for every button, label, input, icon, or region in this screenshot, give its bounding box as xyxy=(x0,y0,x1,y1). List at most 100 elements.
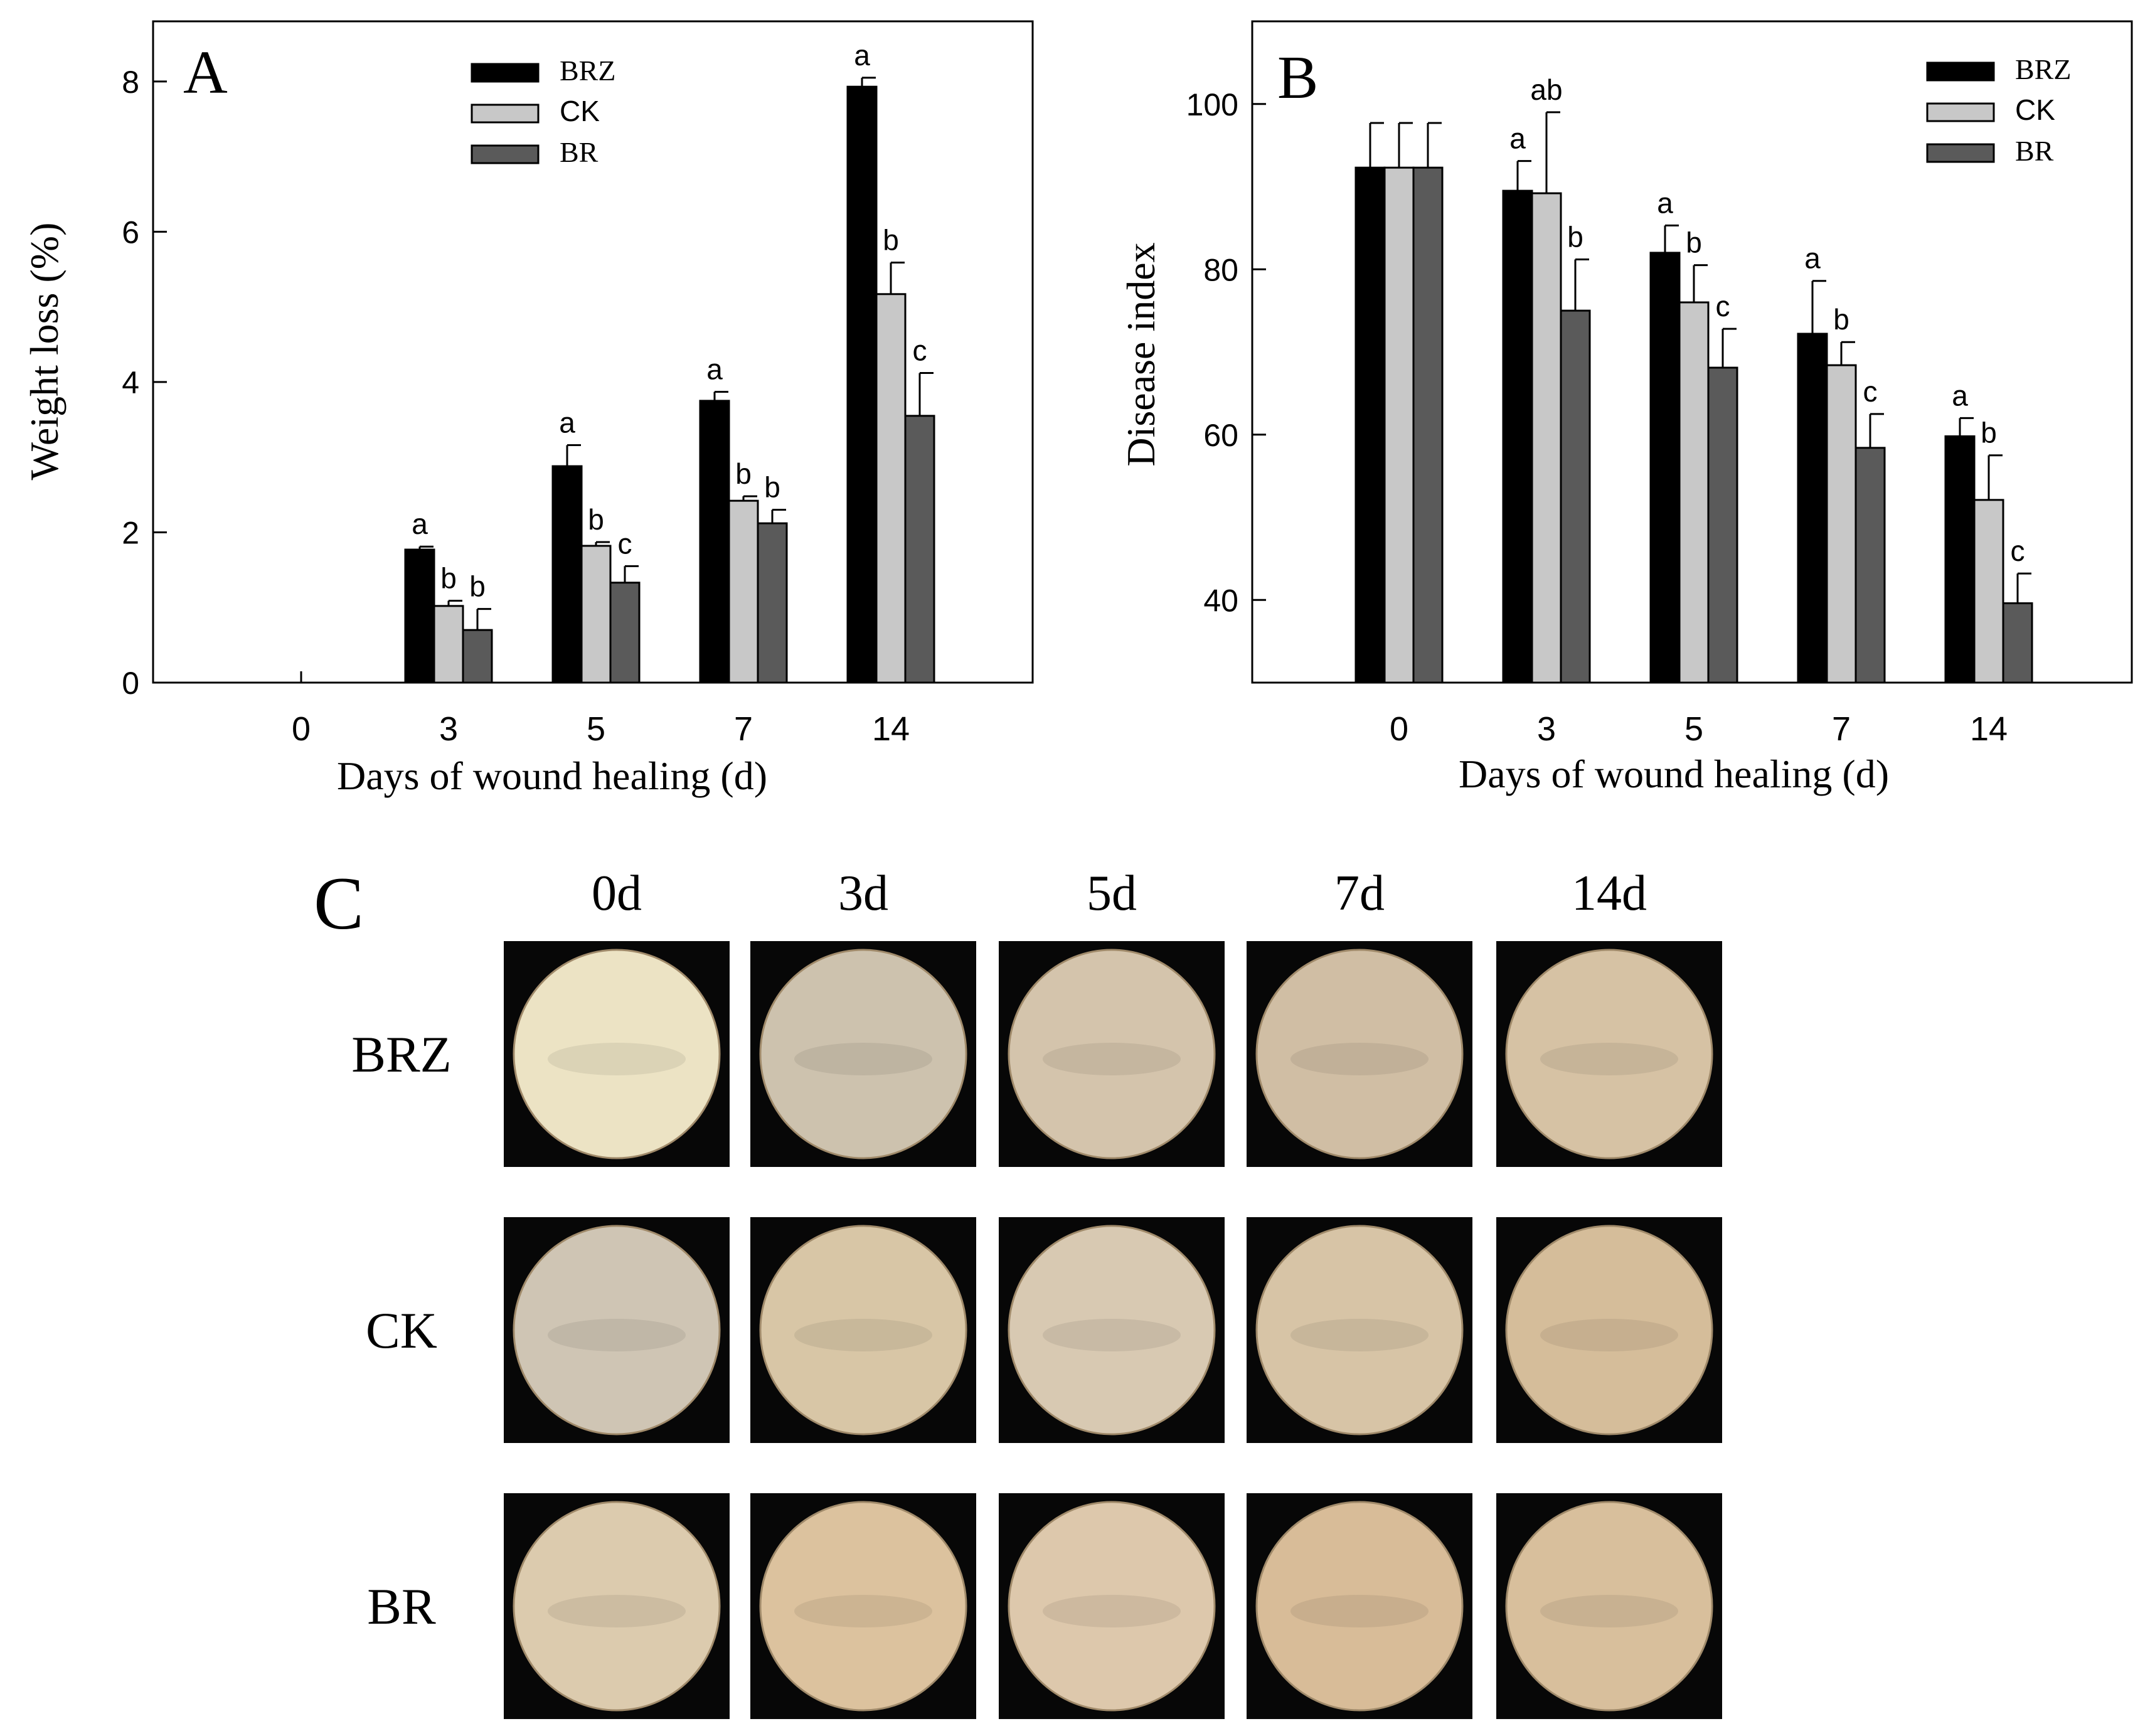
panel-label-a: A xyxy=(183,39,228,107)
slice-vascular-ring xyxy=(794,1043,932,1075)
potato-slice xyxy=(759,1225,967,1435)
x-axis-label: Days of wound healing (d) xyxy=(337,754,767,798)
significance-letter: c xyxy=(1716,290,1730,322)
legend-swatch xyxy=(1926,102,1995,122)
legend-swatch xyxy=(1926,143,1995,163)
x-tick-label: 0 xyxy=(292,710,311,748)
potato-photo xyxy=(750,1217,976,1443)
x-tick-label: 7 xyxy=(734,710,753,748)
significance-letter: a xyxy=(412,508,428,540)
significance-letter: ab xyxy=(1530,73,1562,106)
legend-label: BR xyxy=(560,136,599,168)
bar xyxy=(462,629,493,684)
x-tick-label: 0 xyxy=(1390,710,1408,748)
potato-slice xyxy=(1008,1501,1216,1712)
bar xyxy=(1678,301,1710,684)
y-tick-label: 100 xyxy=(1186,87,1238,122)
legend-label: BRZ xyxy=(2015,53,2071,85)
slice-vascular-ring xyxy=(794,1595,932,1627)
slice-vascular-ring xyxy=(794,1319,932,1351)
potato-photo xyxy=(504,1493,730,1719)
legend-swatch xyxy=(471,63,540,83)
slice-vascular-ring xyxy=(1290,1043,1429,1075)
bar xyxy=(904,415,935,684)
y-tick-label: 6 xyxy=(122,215,139,250)
potato-slice xyxy=(1008,1225,1216,1435)
x-tick-label: 7 xyxy=(1832,710,1851,748)
potato-slice xyxy=(513,949,721,1159)
potato-photo xyxy=(750,941,976,1167)
legend-label: BRZ xyxy=(560,55,615,87)
bar xyxy=(1973,499,2004,684)
legend-label: CK xyxy=(2015,93,2055,126)
potato-photo-grid: C 0d 3d 5d 7d 14d BRZ CK BR xyxy=(314,861,1722,1719)
significance-letter: b xyxy=(440,562,457,594)
significance-letter: a xyxy=(854,39,870,72)
significance-letter: a xyxy=(1509,122,1526,155)
slice-vascular-ring xyxy=(1540,1595,1678,1627)
significance-letter: b xyxy=(1686,226,1702,259)
y-tick-label: 4 xyxy=(122,365,139,400)
significance-letter: c xyxy=(1863,375,1878,408)
legend-label: CK xyxy=(560,95,600,127)
bar xyxy=(609,582,641,684)
bar xyxy=(1560,309,1591,684)
bar xyxy=(1797,333,1828,684)
potato-slice xyxy=(1505,949,1713,1159)
significance-letter: a xyxy=(1804,242,1821,275)
potato-slice xyxy=(513,1225,721,1435)
bar xyxy=(699,400,730,684)
significance-letter: a xyxy=(1657,186,1673,219)
slice-vascular-ring xyxy=(548,1043,686,1075)
potato-photo xyxy=(999,941,1225,1167)
column-label: 0d xyxy=(592,866,642,921)
bar xyxy=(1944,435,1976,684)
slice-vascular-ring xyxy=(548,1319,686,1351)
y-tick-label: 2 xyxy=(122,515,139,550)
potato-photo xyxy=(504,1217,730,1443)
panel-label-c: C xyxy=(314,861,364,945)
legend-label: BR xyxy=(2015,135,2054,167)
potato-photo xyxy=(1496,1217,1722,1443)
bar xyxy=(404,548,435,684)
y-tick-label: 60 xyxy=(1203,418,1238,453)
y-tick-label: 8 xyxy=(122,65,139,100)
x-tick-label: 5 xyxy=(587,710,605,748)
significance-letter: b xyxy=(883,223,899,256)
slice-vascular-ring xyxy=(1540,1043,1678,1075)
bar xyxy=(1383,166,1415,684)
slice-vascular-ring xyxy=(1290,1319,1429,1351)
y-tick-label: 0 xyxy=(122,666,139,701)
potato-slice xyxy=(1505,1225,1713,1435)
potato-slice xyxy=(759,949,967,1159)
bar xyxy=(2002,602,2033,684)
bar xyxy=(757,522,788,684)
significance-letter: b xyxy=(735,457,752,490)
bar xyxy=(580,545,612,684)
significance-letter: a xyxy=(559,407,575,439)
potato-slice xyxy=(1255,1225,1464,1435)
x-tick-label: 3 xyxy=(439,710,458,748)
column-label: 14d xyxy=(1572,866,1647,921)
column-label: 7d xyxy=(1334,866,1385,921)
potato-photo xyxy=(1247,1493,1472,1719)
significance-letter: b xyxy=(1833,303,1849,336)
x-axis-label: Days of wound healing (d) xyxy=(1459,752,1889,796)
significance-letter: c xyxy=(913,334,927,367)
x-tick-label: 5 xyxy=(1684,710,1703,748)
bar xyxy=(846,85,878,684)
significance-letter: b xyxy=(588,503,604,536)
x-tick-label: 14 xyxy=(872,710,910,748)
column-label: 3d xyxy=(838,866,888,921)
legend-swatch xyxy=(471,104,540,124)
significance-letter: c xyxy=(2011,535,2025,567)
potato-photo xyxy=(1247,941,1472,1167)
bar xyxy=(551,465,583,684)
slice-vascular-ring xyxy=(1043,1595,1181,1627)
potato-photo xyxy=(999,1493,1225,1719)
y-tick-label: 80 xyxy=(1203,252,1238,287)
bar xyxy=(728,499,759,684)
significance-letter: a xyxy=(1952,379,1968,412)
row-label: BR xyxy=(367,1578,436,1635)
